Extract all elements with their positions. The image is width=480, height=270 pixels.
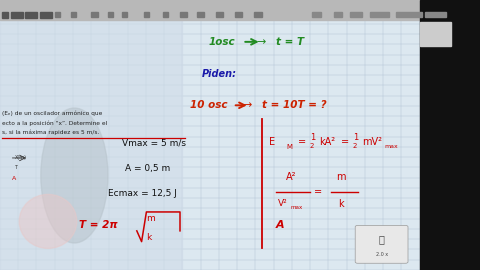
- Text: ecto a la posición “x”. Determine el: ecto a la posición “x”. Determine el: [2, 120, 108, 126]
- Text: max: max: [290, 205, 303, 210]
- Ellipse shape: [19, 194, 77, 248]
- Bar: [254, 12, 262, 17]
- Text: →: →: [242, 100, 252, 110]
- Bar: [180, 12, 187, 17]
- Text: 2: 2: [353, 143, 357, 149]
- Text: =: =: [314, 187, 323, 197]
- Text: Ecmax = 12,5 J: Ecmax = 12,5 J: [108, 188, 177, 198]
- Text: 10 osc: 10 osc: [190, 100, 227, 110]
- Bar: [0, 20, 182, 270]
- Bar: [420, 0, 480, 270]
- Bar: [216, 12, 223, 17]
- Bar: [25, 12, 37, 18]
- Bar: [40, 12, 52, 18]
- Text: kA²: kA²: [319, 137, 336, 147]
- FancyBboxPatch shape: [355, 225, 408, 263]
- Text: Piden:: Piden:: [202, 69, 237, 79]
- Bar: [0, 0, 480, 20]
- Bar: [312, 12, 321, 17]
- Bar: [197, 12, 204, 17]
- Bar: [163, 12, 168, 17]
- Text: E: E: [269, 137, 275, 147]
- Text: T = 2π: T = 2π: [79, 220, 118, 231]
- Text: 2.0 x: 2.0 x: [375, 252, 388, 257]
- Bar: [370, 12, 389, 17]
- Bar: [2, 12, 8, 18]
- Bar: [396, 12, 422, 17]
- Ellipse shape: [41, 108, 108, 243]
- Bar: [91, 12, 98, 17]
- Text: A = 0,5 m: A = 0,5 m: [125, 164, 170, 173]
- Text: m: m: [336, 172, 346, 182]
- Text: →: →: [257, 37, 266, 47]
- Text: 1: 1: [310, 133, 315, 142]
- Text: A: A: [12, 176, 16, 181]
- Text: X(m): X(m): [14, 156, 26, 160]
- Bar: [55, 12, 60, 17]
- Bar: [334, 12, 342, 17]
- Text: A: A: [276, 220, 285, 231]
- Bar: [420, 22, 451, 46]
- Text: =: =: [298, 137, 306, 147]
- Text: 1: 1: [353, 133, 358, 142]
- Text: m: m: [146, 214, 155, 223]
- Bar: [425, 12, 446, 17]
- Text: =: =: [341, 137, 349, 147]
- Text: k: k: [338, 199, 344, 209]
- Text: t = 10T = ?: t = 10T = ?: [262, 100, 326, 110]
- Text: max: max: [384, 144, 398, 149]
- Bar: [144, 12, 149, 17]
- Text: 2: 2: [310, 143, 314, 149]
- Bar: [122, 12, 127, 17]
- Text: 1osc: 1osc: [209, 37, 235, 47]
- Bar: [108, 12, 113, 17]
- Text: Vmax = 5 m/s: Vmax = 5 m/s: [122, 139, 186, 148]
- Text: A²: A²: [286, 172, 296, 182]
- Text: ⌕: ⌕: [379, 234, 384, 244]
- Bar: [235, 12, 242, 17]
- Text: V²: V²: [278, 199, 288, 208]
- Text: t = T: t = T: [276, 37, 304, 47]
- Bar: [350, 12, 362, 17]
- Text: k: k: [146, 233, 152, 242]
- Text: (Eₑ) de un oscilador armónico que: (Eₑ) de un oscilador armónico que: [2, 111, 103, 116]
- Text: mV²: mV²: [362, 137, 383, 147]
- Text: T: T: [14, 165, 17, 170]
- Bar: [71, 12, 76, 17]
- Text: s, si la máxima rapidez es 5 m/s.: s, si la máxima rapidez es 5 m/s.: [2, 130, 100, 135]
- Text: M: M: [286, 144, 292, 150]
- Bar: [11, 12, 23, 18]
